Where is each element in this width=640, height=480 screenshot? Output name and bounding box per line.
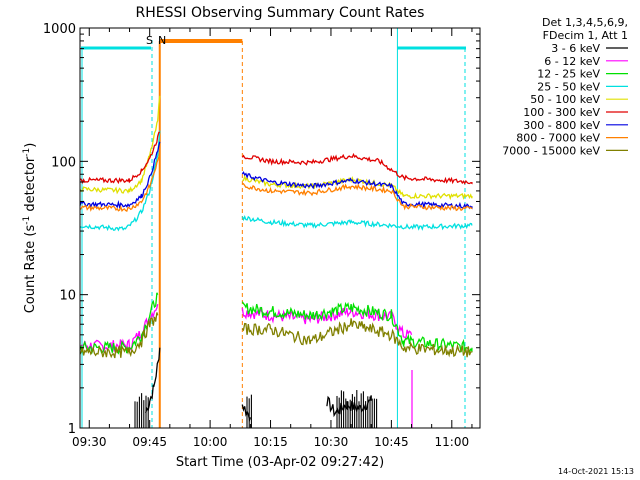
series-100-300keV	[79, 131, 473, 185]
x-tick-label: 10:15	[253, 435, 288, 449]
legend-header-line2: FDecim 1, Att 1	[543, 29, 628, 42]
series-line-1-1	[241, 306, 413, 341]
x-tick-label: 11:00	[435, 435, 470, 449]
x-tick-label: 10:45	[374, 435, 409, 449]
legend: Det 1,3,4,5,6,9, FDecim 1, Att 1 3 - 6 k…	[502, 16, 628, 157]
x-tick-label: 09:45	[132, 435, 167, 449]
x-tick-label: 09:30	[72, 435, 107, 449]
series-800-7000keV	[79, 150, 473, 213]
legend-label: 3 - 6 keV	[551, 42, 600, 55]
y-tick-label: 100	[51, 155, 76, 170]
y-tick-label: 1000	[43, 22, 76, 37]
legend-label: 800 - 7000 keV	[516, 132, 600, 145]
series-line-3-0	[79, 130, 161, 232]
series-line-3-1	[241, 215, 473, 231]
x-tick-label: 10:00	[193, 435, 228, 449]
series-lines	[79, 95, 473, 428]
series-line-7-1	[241, 182, 473, 212]
series-300-800keV	[79, 141, 473, 210]
series-line-6-0	[79, 141, 161, 210]
marker-S: S	[146, 34, 153, 47]
series-line-6-1	[241, 171, 473, 210]
series-line-8-1	[241, 318, 473, 358]
legend-label: 50 - 100 keV	[530, 93, 600, 106]
legend-header-line1: Det 1,3,4,5,6,9,	[542, 16, 628, 29]
chart-title: RHESSI Observing Summary Count Rates	[136, 5, 425, 21]
plot-frame	[79, 27, 481, 429]
series-line-5-0	[79, 131, 160, 185]
series-line-7-0	[79, 150, 161, 213]
series-line-8-0	[79, 312, 159, 359]
y-axis-label: Count Rate (s-1 detector-1)	[22, 143, 38, 314]
legend-label: 25 - 50 keV	[537, 80, 600, 93]
x-axis-label: Start Time (03-Apr-02 09:27:42)	[176, 455, 384, 470]
legend-label: 7000 - 15000 keV	[502, 144, 600, 157]
marker-N: N	[158, 34, 166, 47]
x-tick-label: 10:30	[314, 435, 349, 449]
observing-bands	[81, 28, 466, 428]
legend-label: 6 - 12 keV	[544, 55, 600, 68]
legend-label: 100 - 300 keV	[523, 106, 600, 119]
series-25-50keV	[79, 130, 473, 232]
legend-label: 300 - 800 keV	[523, 119, 600, 132]
low-energy-spikes	[134, 390, 378, 428]
series-7000-15000keV	[79, 312, 473, 359]
series-line-0-2	[326, 395, 372, 418]
y-tick-label: 10	[59, 289, 76, 304]
render-timestamp: 14-Oct-2021 15:13	[558, 467, 634, 476]
x-axis: 09:30 09:45 10:00 10:15 10:30 10:45 11:00	[72, 28, 473, 449]
y-tick-label: 1	[68, 422, 76, 437]
y-axis: 1 10 100 1000	[43, 22, 480, 437]
legend-label: 12 - 25 keV	[537, 68, 600, 81]
series-line-5-1	[241, 152, 473, 185]
